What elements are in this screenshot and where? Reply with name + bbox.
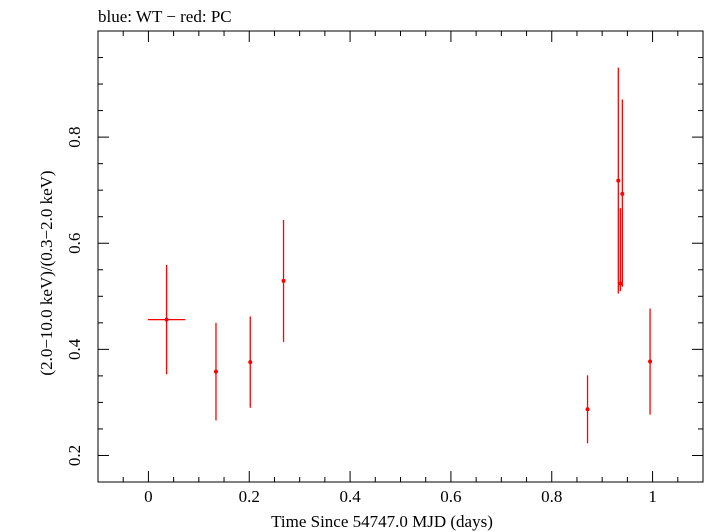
point-marker [616,178,621,183]
x-axis-label: Time Since 54747.0 MJD (days) [271,512,493,531]
x-tick-label: 0.2 [239,487,260,506]
data-point [585,375,590,444]
chart-title: blue: WT − red: PC [98,7,232,26]
data-point [618,208,623,291]
y-axis-label: (2.0−10.0 keV)/(0.3−2.0 keV) [37,170,56,375]
point-marker [248,360,253,365]
y-tick-label: 0.8 [65,126,84,147]
x-tick-label: 1 [648,487,657,506]
point-marker [620,191,625,196]
point-marker [281,278,286,283]
point-marker [213,369,218,374]
data-point [616,67,621,294]
data-point [620,99,625,287]
data-point [147,264,186,375]
y-tick-label: 0.2 [65,445,84,466]
y-axis: 0.2 0.4 0.6 0.8 [65,30,703,483]
x-tick-label: 0 [144,487,153,506]
data-point [648,308,653,415]
data-series [147,67,653,444]
x-tick-label: 0.6 [440,487,461,506]
y-tick-label: 0.4 [65,338,84,360]
data-point [248,316,253,408]
data-point [213,322,218,421]
x-axis: 0 0.2 0.4 0.6 0.8 1 [97,31,704,506]
point-marker [618,281,623,286]
x-tick-label: 0.8 [541,487,562,506]
point-marker [164,317,169,322]
point-marker [585,407,590,412]
y-tick-label: 0.6 [65,233,84,254]
plot-area [97,30,704,483]
x-tick-label: 0.4 [339,487,361,506]
plot-frame [97,30,704,483]
data-point [281,219,286,342]
point-marker [648,359,653,364]
